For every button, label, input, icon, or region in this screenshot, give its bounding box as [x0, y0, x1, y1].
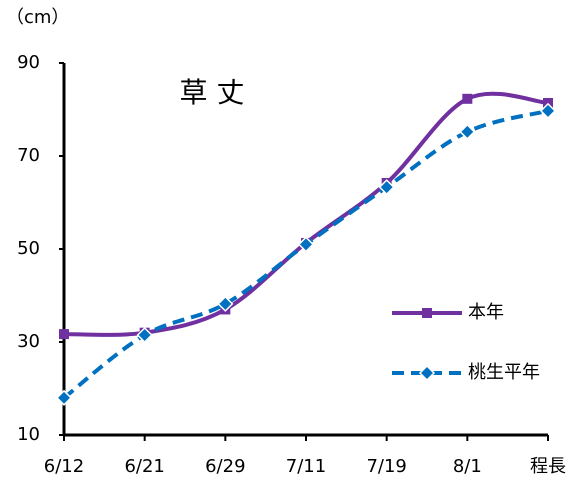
- data-point: [55, 389, 73, 406]
- data-point: [59, 329, 69, 340]
- x-tick-label: 6/21: [124, 456, 164, 477]
- x-tick-label: 程長: [530, 456, 566, 477]
- data-point: [378, 179, 395, 196]
- data-point: [297, 236, 315, 253]
- y-tick-label: 70: [17, 145, 40, 166]
- data-point: [459, 123, 476, 140]
- y-tick-label: 50: [17, 238, 40, 259]
- data-point: [136, 326, 153, 344]
- y-tick-label: 30: [17, 331, 40, 352]
- legend-label: 桃生平年: [468, 362, 540, 383]
- x-tick-label: 6/12: [44, 456, 84, 477]
- chart-title: 草 丈: [180, 76, 245, 109]
- data-point: [217, 295, 234, 312]
- data-point: [539, 102, 557, 119]
- x-tick-label: 6/29: [205, 456, 245, 477]
- legend-label: 本年: [468, 302, 504, 323]
- x-tick-label: 8/1: [453, 456, 482, 477]
- x-tick-label: 7/19: [366, 456, 406, 477]
- series-line: [62, 108, 549, 400]
- y-tick-label: 90: [17, 52, 40, 73]
- x-tick-label: 7/11: [286, 456, 326, 477]
- legend-marker: [422, 308, 432, 318]
- y-axis-label: （cm）: [6, 7, 69, 28]
- y-tick-label: 10: [17, 424, 40, 445]
- legend-marker: [418, 364, 436, 382]
- data-point: [462, 93, 473, 104]
